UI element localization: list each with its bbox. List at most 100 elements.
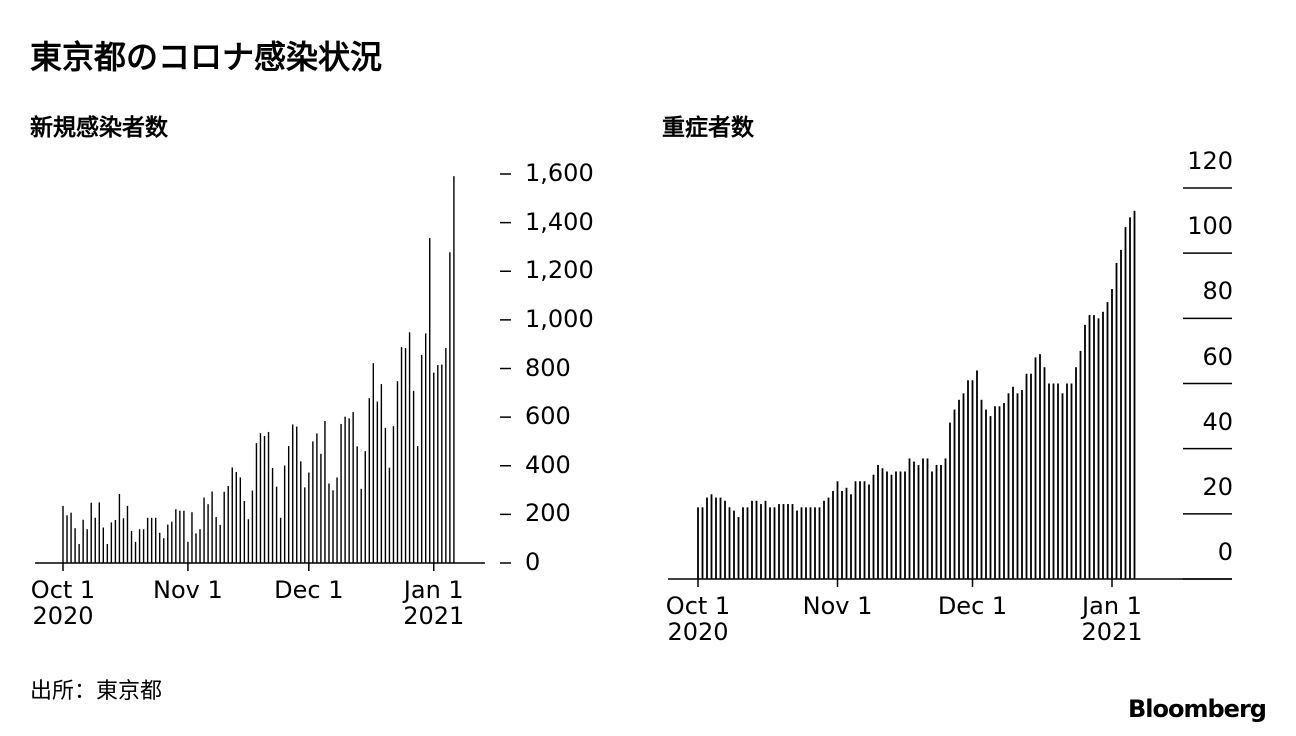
bar <box>283 465 286 563</box>
bar <box>886 471 888 579</box>
bar <box>356 446 358 563</box>
bar <box>980 399 983 579</box>
bar <box>1057 383 1059 579</box>
bar <box>292 424 294 563</box>
bar <box>445 348 447 563</box>
bar <box>243 501 246 563</box>
y-tick-label: 600 <box>525 402 571 431</box>
bar <box>962 393 965 579</box>
bar <box>854 481 857 579</box>
y-tick-label: 1,200 <box>525 256 594 285</box>
bar <box>755 500 758 579</box>
bar <box>832 491 834 579</box>
bar <box>1097 318 1100 579</box>
bar <box>895 471 897 579</box>
bar <box>791 504 794 579</box>
bar <box>994 406 996 579</box>
bar <box>74 528 76 563</box>
bar <box>94 517 96 563</box>
bar <box>1030 373 1032 579</box>
bar <box>908 458 911 579</box>
bar <box>1034 357 1037 579</box>
bar <box>167 524 169 563</box>
bar <box>163 538 165 563</box>
bar <box>926 458 929 579</box>
y-tick-label: 120 <box>1187 147 1233 175</box>
bar <box>437 365 439 563</box>
bar <box>796 510 798 579</box>
y-tick-label: 400 <box>525 450 571 479</box>
bar <box>279 517 282 563</box>
x-tick-label: Nov 1 <box>153 576 223 604</box>
bar <box>701 507 704 579</box>
bar <box>380 384 383 563</box>
bar <box>949 422 951 579</box>
bar <box>1084 324 1086 579</box>
bar <box>1043 367 1046 579</box>
x-tick-label: Jan 1 2021 <box>403 576 465 631</box>
bar <box>227 485 229 563</box>
bar <box>845 487 848 579</box>
x-tick-label: Dec 1 <box>937 592 1008 620</box>
x-tick-label: Oct 1 2020 <box>30 576 96 631</box>
bar <box>441 364 443 563</box>
bar <box>769 507 771 579</box>
bar <box>814 507 816 579</box>
source: 出所：東京都 <box>30 679 163 704</box>
bar <box>408 332 411 563</box>
bar <box>66 515 68 563</box>
bar <box>106 544 109 563</box>
bar <box>360 488 362 563</box>
bar <box>320 453 322 563</box>
bar <box>1075 367 1077 579</box>
bar <box>175 509 177 563</box>
bar <box>760 504 762 579</box>
bar <box>958 399 960 579</box>
bar <box>416 446 419 563</box>
bar <box>453 176 455 564</box>
bar <box>384 427 387 563</box>
bar <box>1070 383 1073 579</box>
bar <box>138 529 141 563</box>
bar <box>352 412 354 563</box>
bar <box>1120 249 1122 580</box>
x-tick-label: Oct 1 2020 <box>665 592 731 647</box>
bar <box>953 409 956 579</box>
bar <box>787 504 789 579</box>
bar <box>247 519 250 563</box>
bar <box>328 483 330 563</box>
bar <box>863 481 866 579</box>
bar <box>372 363 375 563</box>
bar <box>312 441 314 563</box>
bar <box>235 472 237 563</box>
bar <box>159 532 161 563</box>
bar <box>809 507 812 579</box>
bar <box>308 472 310 563</box>
bar <box>251 490 254 563</box>
bar <box>271 467 274 563</box>
bar <box>1066 383 1068 579</box>
bar <box>940 464 942 579</box>
bar <box>890 474 893 579</box>
bar <box>78 544 80 563</box>
bar <box>150 517 153 563</box>
bar <box>316 433 318 563</box>
bar <box>62 505 64 563</box>
bar <box>449 252 451 563</box>
bar <box>922 458 924 579</box>
y-tick-label: 1,000 <box>525 304 594 333</box>
bar <box>340 423 342 563</box>
bar <box>1133 210 1136 579</box>
bar <box>259 433 262 563</box>
bar <box>344 416 346 563</box>
bar <box>195 533 197 563</box>
logo: Bloomberg <box>1128 695 1267 723</box>
y-tick-label: 0 <box>1217 538 1233 566</box>
bar <box>1115 262 1118 579</box>
bar <box>1012 386 1014 579</box>
bar <box>287 446 290 563</box>
bar <box>728 507 731 579</box>
bar <box>199 529 201 563</box>
